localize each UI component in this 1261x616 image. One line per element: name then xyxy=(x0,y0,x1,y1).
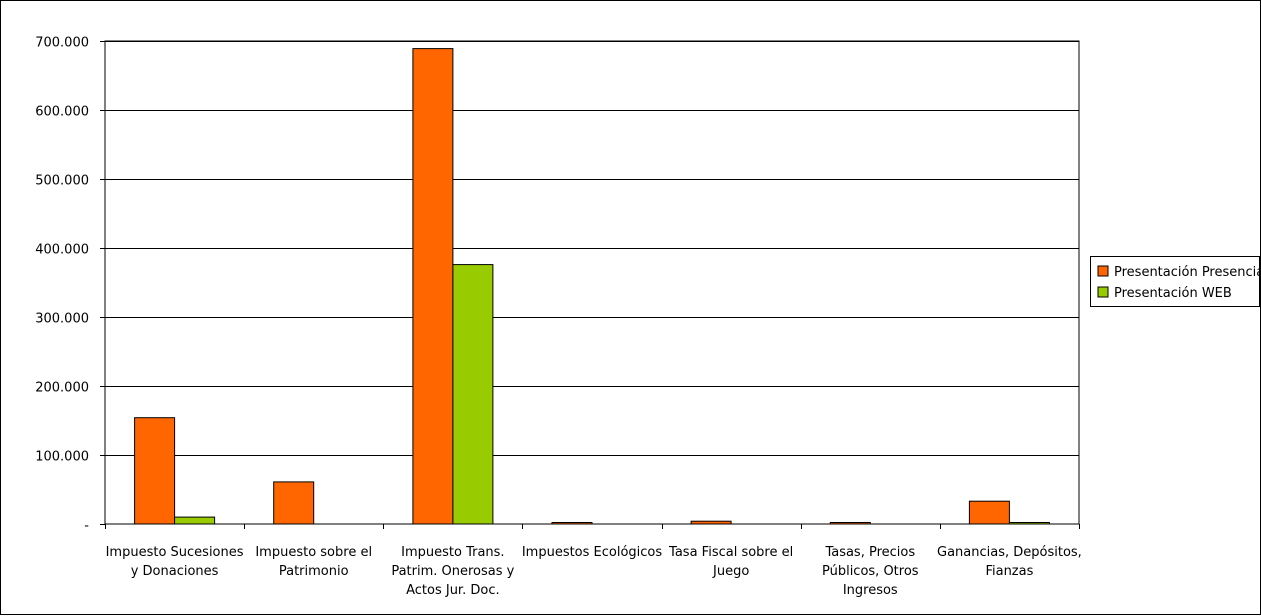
gridlines xyxy=(105,41,1079,524)
legend-swatch xyxy=(1098,266,1108,276)
y-tick-label: 600.000 xyxy=(35,105,89,120)
y-tick-label: 400.000 xyxy=(35,243,89,258)
x-category-label: Impuestos Ecológicos xyxy=(522,545,663,560)
y-tick-label: 100.000 xyxy=(35,450,89,465)
bar-presencial xyxy=(691,521,731,524)
bar-presencial xyxy=(135,418,175,524)
y-tick-labels: - 100.000 200.000 300.000 400.000 500.000 600.… xyxy=(35,36,89,534)
y-tick-label: 500.000 xyxy=(35,174,89,189)
bar-presencial xyxy=(413,49,453,524)
legend-label: Presentación Presencial xyxy=(1114,265,1261,280)
bar-web xyxy=(1009,523,1049,525)
bar-presencial xyxy=(969,501,1009,524)
bar-presencial xyxy=(830,523,870,525)
legend: Presentación Presencial Presentación WEB xyxy=(1091,257,1261,307)
plot-area xyxy=(105,41,1079,524)
bar-web xyxy=(175,517,215,524)
bars xyxy=(135,49,1050,524)
legend-swatch xyxy=(1098,287,1108,297)
y-tick-label: 300.000 xyxy=(35,312,89,327)
y-tick-label: - xyxy=(84,519,89,534)
legend-label: Presentación WEB xyxy=(1114,286,1232,301)
x-category-label: Ganancias, Depósitos,Fianzas xyxy=(937,545,1082,579)
y-tick-label: 700.000 xyxy=(35,36,89,51)
bar-web xyxy=(453,265,493,524)
bar-presencial xyxy=(552,523,592,525)
bar-presencial xyxy=(274,482,314,524)
y-tick-label: 200.000 xyxy=(35,381,89,396)
